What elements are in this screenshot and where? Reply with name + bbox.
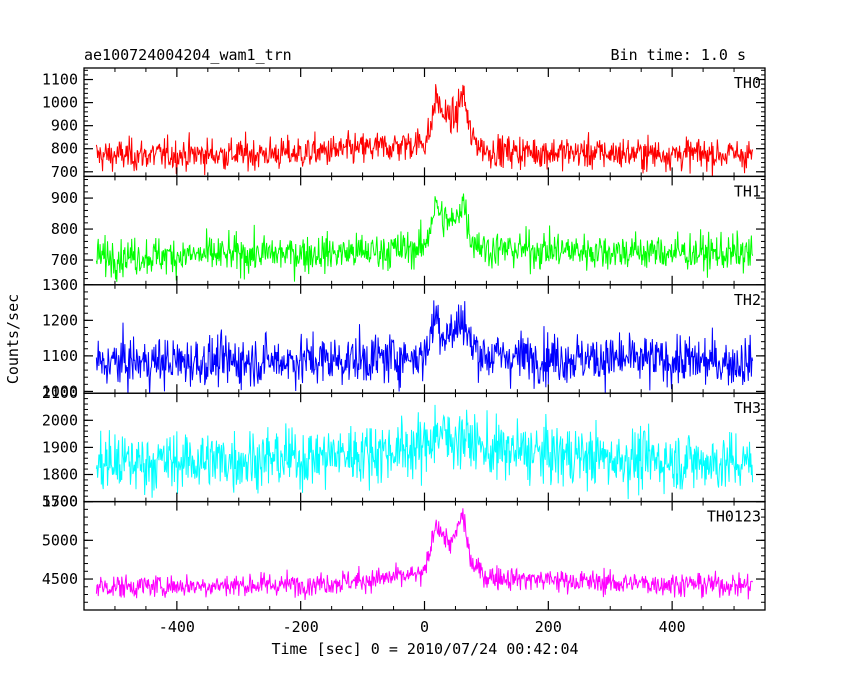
y-tick-label: 1200 — [42, 311, 78, 329]
series-line-th0 — [95, 84, 754, 177]
y-tick-label: 1300 — [42, 276, 78, 294]
y-tick-label: 800 — [51, 220, 78, 238]
y-tick-label: 900 — [51, 117, 78, 135]
panel-name-label: TH0123 — [707, 508, 761, 526]
panel-name-label: TH1 — [734, 182, 761, 200]
y-tick-label: 900 — [51, 189, 78, 207]
bin-time-label: Bin time: 1.0 s — [611, 46, 746, 64]
y-axis-label: Counts/sec — [4, 294, 22, 384]
panel-th2: 1000 1100 1200 1300 TH2 — [42, 276, 766, 400]
series-line-th3 — [95, 404, 754, 500]
panel-th0123: 4500 5000 5500 TH0123 -400 -200 0 200 400 — [42, 493, 766, 636]
y-tick-label: 2000 — [42, 411, 78, 429]
panel-name-label: TH2 — [734, 291, 761, 309]
series-line-th1 — [95, 193, 754, 282]
panels-group: 700 800 900 1000 1100 TH0 700 800 900 TH1 1000 1100… — [42, 67, 766, 636]
panel-th1: 700 800 900 TH1 — [51, 175, 766, 286]
x-tick-label: 200 — [535, 618, 562, 636]
y-tick-label: 1000 — [42, 94, 78, 112]
y-tick-label: 5500 — [42, 493, 78, 511]
panel-th0: 700 800 900 1000 1100 TH0 — [42, 67, 766, 181]
y-tick-label: 4500 — [42, 570, 78, 588]
y-tick-label: 1800 — [42, 466, 78, 484]
x-axis-label: Time [sec] 0 = 2010/07/24 00:42:04 — [271, 640, 578, 658]
series-line-th0123 — [95, 508, 754, 601]
y-tick-label: 1100 — [42, 347, 78, 365]
panel-frame — [83, 175, 766, 286]
y-tick-label: 2100 — [42, 384, 78, 402]
y-tick-label: 700 — [51, 251, 78, 269]
x-tick-label: -200 — [283, 618, 319, 636]
panel-th3: 1700 1800 1900 2000 2100 TH3 — [42, 384, 766, 511]
series-line-th2 — [95, 300, 754, 394]
x-tick-label: 400 — [659, 618, 686, 636]
y-tick-label: 1000 — [42, 382, 78, 400]
x-tick-label: -400 — [159, 618, 195, 636]
x-tick-label: 0 — [420, 618, 429, 636]
y-tick-label: 1100 — [42, 71, 78, 89]
y-tick-label: 1700 — [42, 493, 78, 511]
y-tick-label: 800 — [51, 140, 78, 158]
y-tick-label: 1900 — [42, 438, 78, 456]
panel-name-label: TH3 — [734, 399, 761, 417]
panel-name-label: TH0 — [734, 74, 761, 92]
y-tick-label: 700 — [51, 163, 78, 181]
y-tick-label: 5000 — [42, 531, 78, 549]
chart-title: ae100724004204_wam1_trn — [84, 46, 292, 64]
